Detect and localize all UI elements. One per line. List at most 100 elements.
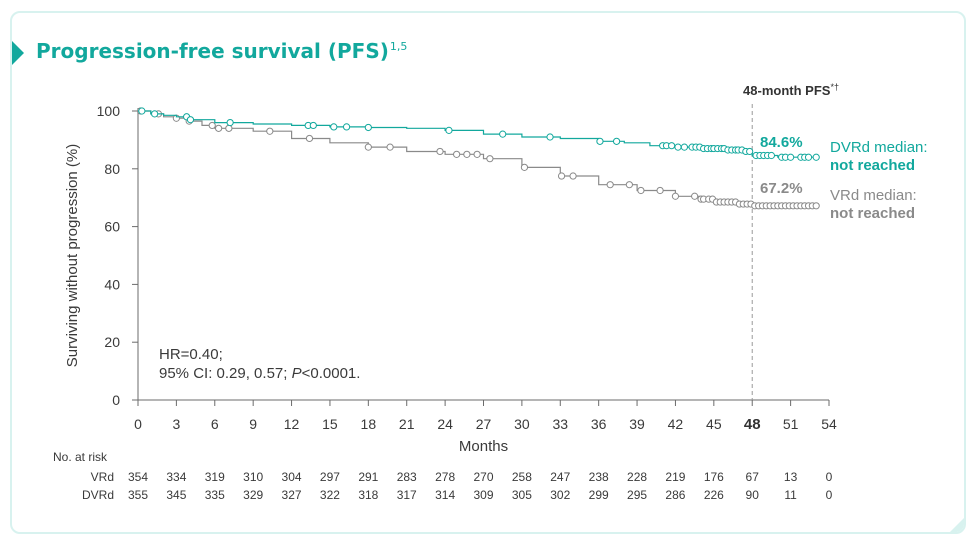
- risk-value-vrd: 247: [550, 470, 570, 484]
- vrd-median-label: VRd median:: [830, 187, 917, 204]
- dvrd-censor-mark: [186, 116, 195, 124]
- dvrd-censor-mark: [151, 110, 159, 118]
- x-tick-label: 3: [172, 416, 180, 432]
- risk-value-dvrd: 0: [826, 488, 833, 502]
- dvrd-censor-mark: [546, 133, 554, 141]
- vrd-censor-mark: [215, 124, 223, 132]
- risk-value-vrd: 67: [746, 470, 760, 484]
- vrd-censor-mark: [364, 143, 372, 151]
- dvrd-censor-mark: [767, 151, 776, 160]
- dvrd-censor-mark: [596, 137, 604, 145]
- x-tick-label: 45: [706, 416, 722, 432]
- vrd-censor-mark: [691, 192, 699, 200]
- vrd-censor-mark: [486, 155, 494, 163]
- dvrd-censor-mark: [330, 123, 338, 131]
- risk-value-dvrd: 318: [358, 488, 378, 502]
- dvrd-censor-mark: [138, 107, 146, 115]
- risk-value-vrd: 297: [320, 470, 340, 484]
- dvrd-censor-mark: [499, 130, 507, 138]
- dvrd-censor-mark: [226, 118, 234, 127]
- risk-value-vrd: 304: [282, 470, 302, 484]
- vrd-censor-mark: [569, 172, 577, 180]
- risk-value-vrd: 176: [704, 470, 724, 484]
- dvrd-censor-mark: [668, 142, 676, 150]
- x-tick-label: 33: [552, 416, 568, 432]
- risk-value-vrd: 334: [166, 470, 186, 484]
- risk-value-dvrd: 226: [704, 488, 724, 502]
- dvrd-censor-mark: [612, 137, 621, 145]
- card-corner-decoration: [948, 516, 964, 532]
- dvrd-censor-mark: [746, 147, 754, 156]
- x-tick-label: 6: [211, 416, 219, 432]
- risk-row-label-vrd: VRd: [91, 470, 114, 484]
- dvrd-censor-mark: [342, 123, 351, 131]
- vrd-censor-mark: [305, 134, 314, 143]
- month-48-pfs-footnote-marks: *†: [830, 82, 839, 92]
- y-tick-label: 60: [104, 219, 120, 235]
- hazard-ratio-text: HR=0.40;: [159, 346, 223, 363]
- chart-card: Progression-free survival (PFS)1,5: [10, 11, 966, 534]
- y-tick-label: 100: [97, 103, 121, 119]
- risk-table-header: No. at risk: [53, 450, 108, 464]
- risk-value-dvrd: 309: [473, 488, 493, 502]
- risk-value-vrd: 354: [128, 470, 148, 484]
- vrd-censor-mark: [520, 163, 529, 171]
- vrd-censor-mark: [606, 181, 614, 189]
- x-tick-label: 15: [322, 416, 338, 432]
- risk-value-dvrd: 305: [512, 488, 532, 502]
- risk-value-vrd: 228: [627, 470, 647, 484]
- x-tick-label: 18: [361, 416, 377, 432]
- risk-value-vrd: 219: [665, 470, 685, 484]
- risk-value-dvrd: 327: [282, 488, 302, 502]
- x-tick-label: 21: [399, 416, 415, 432]
- vrd-censor-mark: [463, 150, 471, 158]
- vrd-censor-mark: [637, 186, 645, 195]
- vrd-survival-curve: [138, 110, 817, 207]
- chart-title-superscript: 1,5: [389, 40, 408, 54]
- vrd-censor-mark: [436, 147, 444, 156]
- dvrd-censor-mark: [787, 153, 795, 161]
- risk-value-vrd: 319: [205, 470, 225, 484]
- risk-value-vrd: 238: [589, 470, 609, 484]
- risk-value-vrd: 291: [358, 470, 378, 484]
- risk-value-dvrd: 317: [397, 488, 417, 502]
- x-tick-label: 0: [134, 416, 142, 432]
- dvrd-censor-mark: [680, 143, 689, 151]
- p-symbol: P: [292, 365, 302, 382]
- risk-value-dvrd: 286: [665, 488, 685, 502]
- confidence-interval-text: 95% CI: 0.29, 0.57; P<0.0001.: [159, 365, 360, 382]
- p-value: <0.0001.: [302, 365, 361, 382]
- risk-value-vrd: 0: [826, 470, 833, 484]
- chart-title: Progression-free survival (PFS)1,5: [36, 39, 407, 63]
- vrd-censor-mark: [557, 172, 566, 180]
- vrd-censor-mark: [812, 202, 820, 210]
- risk-value-dvrd: 335: [205, 488, 225, 502]
- vrd-censor-mark: [453, 150, 461, 158]
- risk-value-vrd: 270: [473, 470, 493, 484]
- x-tick-label: 42: [668, 416, 684, 432]
- risk-value-dvrd: 322: [320, 488, 340, 502]
- dvrd-censor-mark: [804, 153, 813, 161]
- dvrd-censor-mark: [364, 123, 372, 132]
- risk-value-dvrd: 11: [784, 488, 797, 502]
- vrd-censor-mark: [671, 192, 680, 200]
- dvrd-median-value: not reached: [830, 157, 915, 174]
- x-tick-label: 48: [744, 416, 761, 433]
- vrd-censor-mark: [225, 124, 233, 132]
- month-48-pfs-header: 48-month PFS*†: [743, 82, 839, 98]
- x-tick-label: 51: [783, 416, 799, 432]
- x-tick-label: 36: [591, 416, 607, 432]
- x-tick-label: 27: [476, 416, 492, 432]
- risk-value-dvrd: 299: [589, 488, 609, 502]
- vrd-censor-mark: [473, 150, 481, 158]
- dvrd-censor-mark: [309, 121, 317, 130]
- risk-value-vrd: 258: [512, 470, 532, 484]
- risk-value-vrd: 13: [784, 470, 798, 484]
- x-tick-label: 54: [821, 416, 837, 432]
- vrd-censor-mark: [656, 186, 664, 195]
- y-tick-label: 80: [104, 161, 120, 177]
- risk-value-dvrd: 302: [550, 488, 570, 502]
- risk-value-dvrd: 90: [746, 488, 760, 502]
- dvrd-censor-mark: [445, 126, 453, 134]
